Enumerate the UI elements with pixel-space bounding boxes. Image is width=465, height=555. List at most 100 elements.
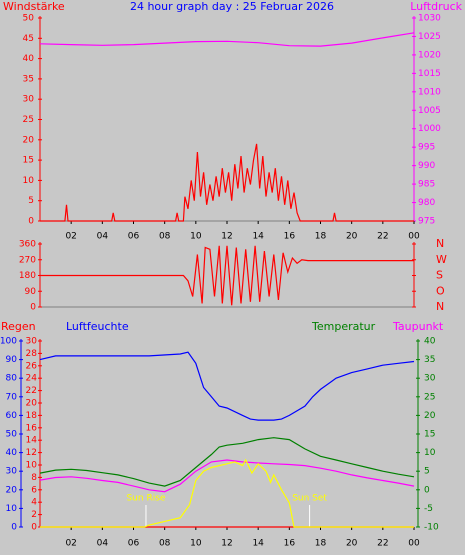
y-tick-label: 28 (26, 349, 38, 359)
x-tick-label: 14 (252, 232, 264, 242)
x-tick-label: 20 (346, 232, 358, 242)
y-tick-label: 35 (23, 74, 34, 84)
y-tick-label: 10 (23, 176, 35, 186)
y-tick-label: 30 (23, 95, 35, 105)
series-line (40, 143, 414, 222)
x-tick-label: 04 (97, 232, 109, 242)
y-tick-label: 70 (6, 392, 18, 402)
y-tick-label: 980 (418, 198, 435, 208)
y-tick-label: 50 (6, 430, 18, 440)
y-tick-label: 40 (424, 337, 436, 347)
y-tick-label: 40 (23, 54, 35, 64)
y-tick-label: W (436, 253, 447, 266)
series-line (39, 32, 415, 47)
y-tick-label: 0 (31, 523, 37, 533)
y-tick-label: 40 (6, 448, 18, 458)
y-tick-label: 8 (31, 473, 37, 483)
series-line (39, 437, 415, 487)
x-tick-label: 16 (284, 232, 296, 242)
y-tick-label: 14 (26, 436, 38, 446)
y-tick-label: -10 (424, 523, 439, 533)
y-tick-label: 985 (418, 180, 435, 190)
x-tick-label: 00 (408, 539, 420, 549)
y-tick-label: 90 (25, 287, 37, 297)
series-name: Windstärke (3, 0, 65, 13)
y-tick-label: 10 (6, 504, 18, 514)
series-line (39, 351, 415, 421)
y-tick-label: 15 (23, 156, 34, 166)
y-tick-label: 20 (23, 135, 35, 145)
y-tick-label: 15 (424, 430, 435, 440)
y-tick-label: 20 (424, 411, 436, 421)
y-tick-label: 990 (418, 161, 435, 171)
y-tick-label: 80 (6, 374, 18, 384)
series-line (40, 458, 414, 528)
y-tick-label: 0 (424, 485, 430, 495)
y-tick-label: 50 (23, 14, 35, 24)
y-tick-label: 5 (28, 196, 34, 206)
x-tick-label: 10 (190, 232, 202, 242)
x-tick-label: 12 (221, 539, 232, 549)
y-tick-label: 0 (30, 303, 36, 313)
y-tick-label: 22 (26, 386, 37, 396)
series-name: Regen (1, 320, 36, 333)
series-name: Temperatur (311, 320, 376, 333)
x-tick-label: 00 (408, 232, 420, 242)
y-tick-label: 995 (418, 143, 435, 153)
x-tick-label: 20 (346, 539, 358, 549)
x-tick-label: 14 (252, 539, 264, 549)
x-tick-label: 02 (65, 232, 76, 242)
series-name: Luftfeuchte (66, 320, 129, 333)
y-tick-label: 10 (424, 448, 436, 458)
y-tick-label: N (436, 300, 444, 313)
y-tick-label: 16 (26, 423, 38, 433)
y-tick-label: 5 (424, 467, 430, 477)
x-tick-label: 22 (377, 232, 388, 242)
y-tick-label: 30 (26, 337, 38, 347)
y-tick-label: 1010 (418, 87, 441, 97)
series-name: Taupunkt (392, 320, 444, 333)
x-tick-label: 10 (190, 539, 202, 549)
annotation: Sun Rise (126, 494, 165, 504)
y-tick-label: 1030 (418, 14, 441, 24)
y-tick-label: 1000 (418, 124, 441, 134)
x-tick-label: 04 (97, 539, 109, 549)
x-tick-label: 16 (284, 539, 296, 549)
y-tick-label: 30 (424, 374, 436, 384)
chart-title: 24 hour graph day : 25 Februar 2026 (130, 0, 334, 13)
y-tick-label: 2 (31, 510, 37, 520)
y-tick-label: 20 (6, 485, 18, 495)
y-tick-label: 90 (6, 355, 18, 365)
series-name: Luftdruck (410, 0, 462, 13)
y-tick-label: 100 (0, 337, 17, 347)
x-tick-label: 02 (65, 539, 76, 549)
y-tick-label: 1015 (418, 69, 441, 79)
y-tick-label: 25 (424, 392, 435, 402)
y-tick-label: 1020 (418, 50, 441, 60)
y-tick-label: 1025 (418, 32, 441, 42)
y-tick-label: 270 (19, 255, 36, 265)
y-tick-label: 180 (19, 271, 36, 281)
x-tick-label: 06 (128, 539, 140, 549)
y-tick-label: 4 (31, 498, 37, 508)
annotation: Sun Set (292, 494, 327, 504)
y-tick-label: 0 (11, 523, 17, 533)
y-tick-label: N (436, 237, 444, 250)
y-tick-label: 6 (31, 485, 37, 495)
y-tick-label: 60 (6, 411, 18, 421)
x-tick-label: 08 (159, 232, 171, 242)
y-tick-label: 20 (26, 399, 38, 409)
y-tick-label: -5 (424, 504, 433, 514)
y-tick-label: O (436, 284, 445, 297)
x-tick-label: 06 (128, 232, 140, 242)
y-tick-label: 975 (418, 217, 435, 227)
y-tick-label: S (436, 269, 443, 282)
y-tick-label: 18 (26, 411, 38, 421)
x-tick-label: 22 (377, 539, 388, 549)
series-line (39, 459, 415, 493)
y-tick-label: 360 (19, 240, 36, 250)
y-tick-label: 35 (424, 355, 435, 365)
y-tick-label: 30 (6, 467, 18, 477)
